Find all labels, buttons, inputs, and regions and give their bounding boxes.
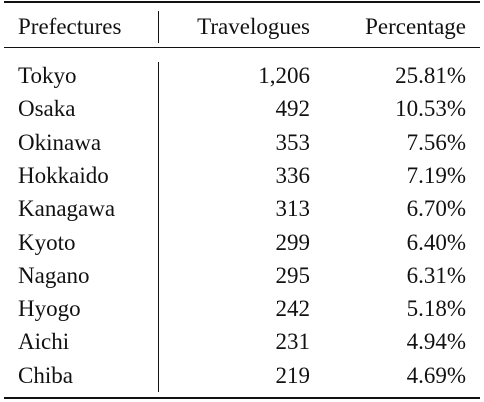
column-divider xyxy=(158,62,159,392)
table-cell: 25.81% xyxy=(395,63,466,88)
bottom-rule xyxy=(4,397,480,399)
table-cell: Hokkaido xyxy=(18,162,109,188)
table-cell: Osaka xyxy=(18,96,76,122)
header-cell: Travelogues xyxy=(197,14,310,39)
table-cell: Tokyo xyxy=(18,63,77,88)
table-cell: Kyoto xyxy=(18,229,76,255)
table-cell: Chiba xyxy=(18,362,73,388)
header-cell: Prefectures xyxy=(18,14,122,39)
table-cell: Nagano xyxy=(18,262,90,288)
table-cell: 242 xyxy=(275,296,311,322)
table-cell: 1,206 xyxy=(258,63,310,88)
table-cell: 313 xyxy=(275,196,311,222)
table-cell: Aichi xyxy=(18,329,70,355)
table-cell: 6.70% xyxy=(406,196,466,222)
table-cell: 5.18% xyxy=(406,296,466,322)
column-divider xyxy=(158,11,159,43)
table-cell: 219 xyxy=(275,362,311,388)
header-cell: Percentage xyxy=(365,14,466,39)
table-cell: 299 xyxy=(275,229,311,255)
header-rule xyxy=(4,47,480,48)
table-cell: 4.94% xyxy=(406,329,466,355)
table-cell: 231 xyxy=(275,329,311,355)
table-cell: 353 xyxy=(275,129,311,155)
top-rule xyxy=(4,1,480,3)
table-cell: Kanagawa xyxy=(18,196,116,222)
table-cell: 7.56% xyxy=(406,129,466,155)
table-cell: 295 xyxy=(275,262,311,288)
table-cell: 336 xyxy=(275,162,311,188)
table-cell: 492 xyxy=(275,96,311,122)
table-cell: 6.40% xyxy=(406,229,466,255)
table-cell: Okinawa xyxy=(18,129,102,155)
table-cell: 6.31% xyxy=(406,262,466,288)
table-cell: 10.53% xyxy=(395,96,466,122)
table-cell: 7.19% xyxy=(406,162,466,188)
table-cell: 4.69% xyxy=(406,362,466,388)
table-cell: Hyogo xyxy=(18,296,81,322)
